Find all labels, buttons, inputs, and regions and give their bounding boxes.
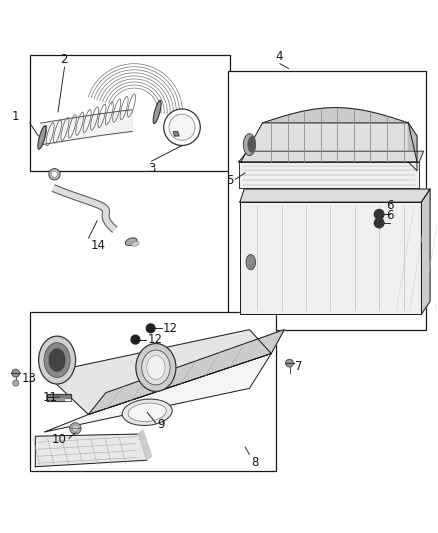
- Ellipse shape: [246, 255, 255, 270]
- Circle shape: [51, 171, 57, 177]
- Text: 12: 12: [148, 333, 162, 346]
- Circle shape: [72, 425, 78, 431]
- Circle shape: [164, 109, 200, 146]
- Text: 6: 6: [386, 199, 394, 212]
- Circle shape: [374, 209, 384, 219]
- Polygon shape: [239, 151, 424, 162]
- Text: 5: 5: [226, 174, 233, 187]
- Polygon shape: [52, 185, 117, 232]
- Ellipse shape: [153, 100, 161, 124]
- Circle shape: [286, 359, 293, 367]
- Text: 1: 1: [11, 110, 19, 123]
- Text: 14: 14: [91, 239, 106, 252]
- Ellipse shape: [248, 136, 255, 153]
- Polygon shape: [47, 393, 71, 398]
- Ellipse shape: [132, 241, 139, 246]
- Text: 8: 8: [251, 456, 258, 469]
- Polygon shape: [421, 189, 430, 314]
- Text: 13: 13: [21, 372, 36, 385]
- Text: 9: 9: [157, 417, 165, 431]
- Polygon shape: [262, 108, 408, 123]
- Text: 10: 10: [52, 433, 67, 446]
- Polygon shape: [240, 189, 430, 202]
- Ellipse shape: [142, 350, 170, 385]
- Text: 11: 11: [43, 391, 58, 403]
- Polygon shape: [240, 202, 421, 314]
- Circle shape: [49, 168, 60, 180]
- Polygon shape: [138, 430, 152, 460]
- Circle shape: [70, 423, 81, 434]
- Ellipse shape: [38, 126, 46, 149]
- Text: 2: 2: [60, 53, 67, 66]
- Ellipse shape: [244, 134, 255, 156]
- Text: 3: 3: [148, 162, 155, 175]
- Polygon shape: [239, 162, 419, 188]
- Circle shape: [146, 324, 155, 333]
- Ellipse shape: [147, 356, 165, 379]
- Polygon shape: [173, 132, 179, 136]
- Circle shape: [169, 114, 195, 140]
- Circle shape: [12, 369, 20, 377]
- Ellipse shape: [53, 397, 58, 399]
- Circle shape: [131, 335, 140, 344]
- Ellipse shape: [125, 238, 137, 246]
- Polygon shape: [408, 123, 417, 171]
- Ellipse shape: [44, 343, 70, 377]
- Text: 12: 12: [163, 322, 178, 335]
- Polygon shape: [47, 398, 64, 401]
- Bar: [30, 55, 230, 171]
- Circle shape: [374, 218, 384, 228]
- Text: 4: 4: [276, 50, 283, 63]
- Ellipse shape: [122, 399, 172, 425]
- Ellipse shape: [39, 336, 76, 384]
- Text: 7: 7: [295, 360, 302, 373]
- Ellipse shape: [136, 344, 176, 391]
- Bar: [30, 312, 276, 471]
- Polygon shape: [45, 353, 271, 432]
- Circle shape: [13, 380, 19, 386]
- Polygon shape: [88, 329, 284, 415]
- Polygon shape: [45, 329, 271, 415]
- Polygon shape: [241, 123, 417, 162]
- Text: 6: 6: [386, 209, 394, 222]
- Ellipse shape: [128, 403, 166, 422]
- Polygon shape: [35, 434, 147, 467]
- Ellipse shape: [48, 348, 66, 372]
- Bar: [228, 71, 426, 329]
